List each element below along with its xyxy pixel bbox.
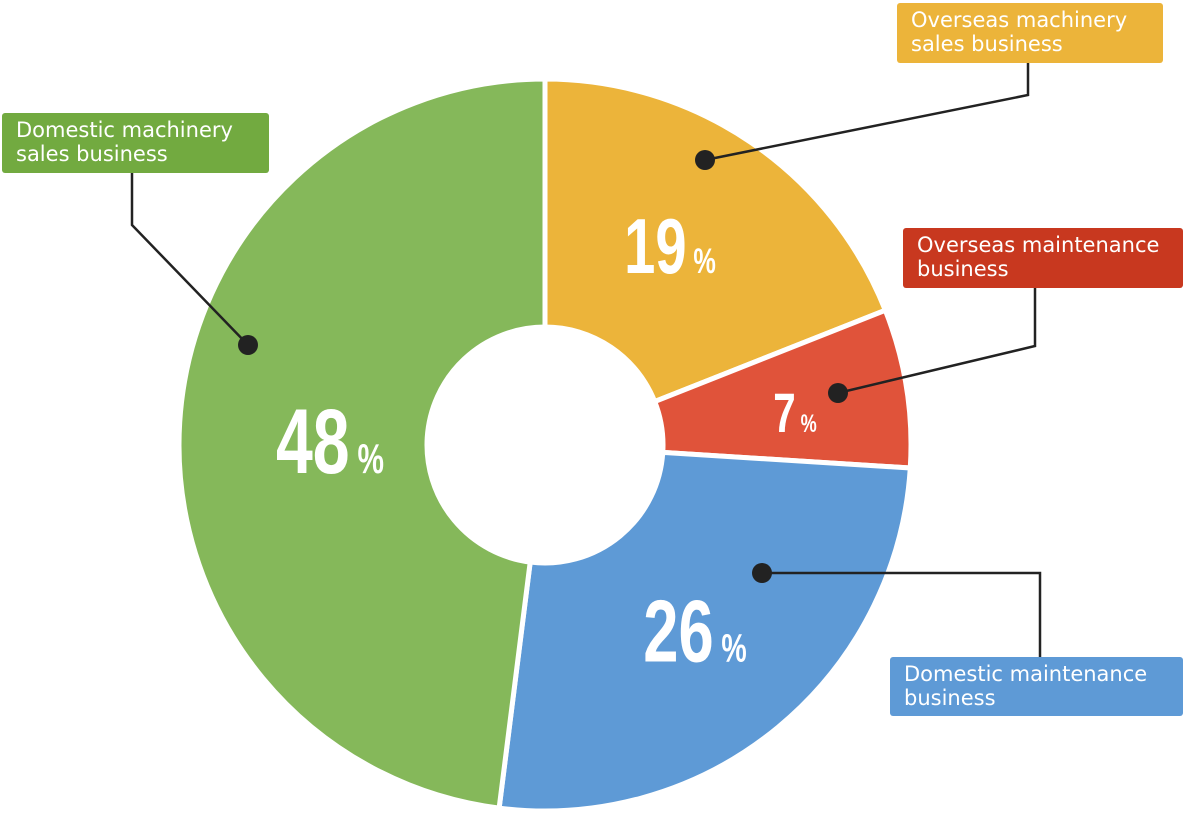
connector-dot xyxy=(752,563,772,583)
donut-slice xyxy=(496,449,913,814)
connector-line xyxy=(704,62,1030,162)
donut-slice xyxy=(651,307,914,471)
category-label: Domestic machinery sales business xyxy=(2,113,269,173)
connector-line xyxy=(762,571,1042,657)
connector-dot xyxy=(695,150,715,170)
donut-hole xyxy=(429,329,661,561)
connector-dot xyxy=(828,383,848,403)
value-label: 19% xyxy=(624,203,716,290)
category-label: Domestic maintenance business xyxy=(890,657,1183,716)
connector-line xyxy=(130,172,249,346)
connector-line xyxy=(837,287,1037,395)
value-label: 7% xyxy=(773,383,816,445)
donut-slice xyxy=(176,76,548,811)
category-label: Overseas maintenance business xyxy=(903,228,1183,288)
value-label: 26% xyxy=(643,584,746,682)
donut-slice xyxy=(542,76,889,405)
connector-dot xyxy=(238,335,258,355)
value-label: 48% xyxy=(276,389,384,492)
category-label: Overseas machinery sales business xyxy=(897,3,1163,63)
